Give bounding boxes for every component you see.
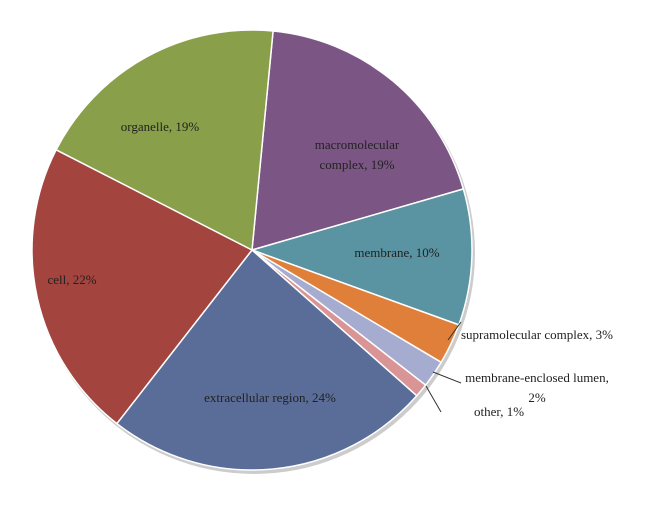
slice-label: supramolecular complex, 3% [461, 327, 613, 342]
slice-label: extracellular region, 24% [204, 390, 336, 405]
leader-line [432, 371, 462, 384]
pie-slice [31, 148, 254, 425]
pie-slice [115, 248, 418, 471]
slice-label: membrane, 10% [354, 245, 440, 260]
slice-label: organelle, 19% [120, 119, 200, 134]
leader-line [425, 385, 442, 413]
pie-slice [251, 30, 465, 252]
slice-label: macromolecular complex, 19% [314, 137, 400, 172]
pie-slice [55, 29, 274, 252]
pie-slice [249, 188, 473, 326]
leader-line [447, 321, 462, 341]
slice-label: membrane-enclosed lumen, 2% [465, 370, 609, 405]
slice-label: cell, 22% [47, 272, 97, 287]
slice-label: other, 1% [474, 404, 525, 419]
